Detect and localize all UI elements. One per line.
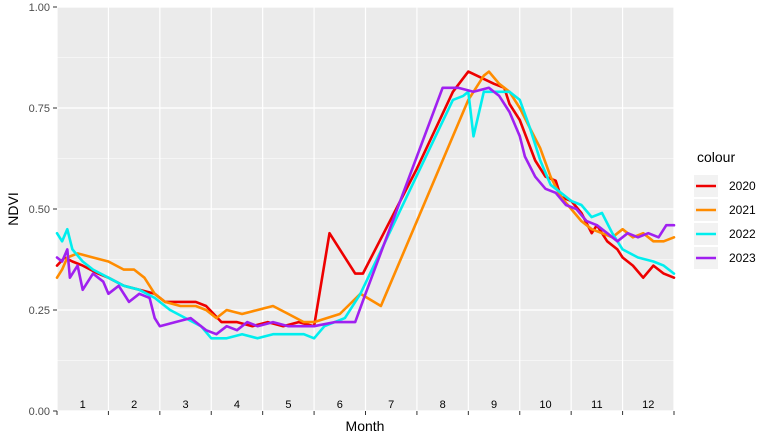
month-label: 4 <box>234 399 240 411</box>
month-label: 7 <box>388 399 394 411</box>
month-label: 11 <box>591 399 602 411</box>
legend-label: 2020 <box>729 179 756 193</box>
series-line-2021 <box>55 70 676 324</box>
month-label: 9 <box>491 399 497 411</box>
month-label: 12 <box>642 399 654 411</box>
month-label: 10 <box>539 399 551 411</box>
x-axis <box>56 411 675 415</box>
month-label: 8 <box>440 399 446 411</box>
month-label: 3 <box>182 399 188 411</box>
month-label: 1 <box>80 399 86 411</box>
y-axis-title: NDVI <box>5 192 21 225</box>
legend-label: 2023 <box>729 251 756 265</box>
y-tick-label: 0.50 <box>29 204 50 216</box>
y-tick-label: 1.00 <box>29 2 50 14</box>
month-labels: 1 2 3 4 5 6 7 8 9 10 11 12 <box>80 399 655 411</box>
y-axis: 0.00 0.25 0.50 0.75 1.00 <box>29 2 57 418</box>
month-label: 6 <box>337 399 343 411</box>
legend-label: 2022 <box>729 227 756 241</box>
series-line-2022 <box>55 90 676 340</box>
legend-label: 2021 <box>729 203 756 217</box>
legend: colour 2020 2021 2022 2023 <box>694 149 756 269</box>
month-label: 5 <box>285 399 291 411</box>
y-tick-label: 0.25 <box>29 305 50 317</box>
series-line-2023 <box>55 86 676 336</box>
legend-title: colour <box>697 149 735 165</box>
x-axis-title: Month <box>346 418 385 434</box>
series-lines <box>55 70 676 340</box>
y-tick-label: 0.00 <box>29 406 50 418</box>
y-tick-label: 0.75 <box>29 103 50 115</box>
month-label: 2 <box>131 399 137 411</box>
